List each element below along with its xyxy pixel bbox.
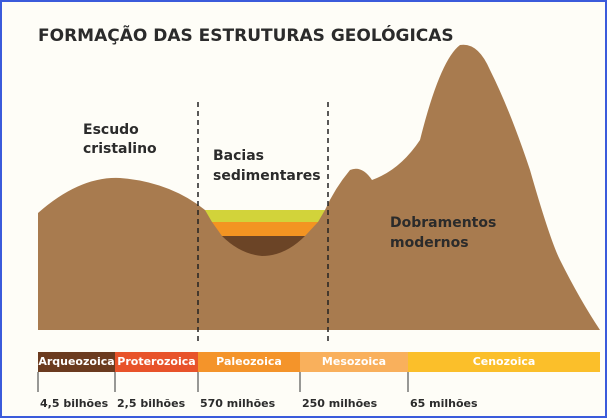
age-label: 570 milhões bbox=[200, 397, 276, 410]
layer-top bbox=[205, 210, 325, 222]
age-label: 4,5 bilhões bbox=[40, 397, 109, 410]
era-label: Arqueozoica bbox=[38, 355, 114, 368]
era-label: Paleozoica bbox=[216, 355, 282, 368]
region-label: cristalino bbox=[83, 141, 157, 157]
page: FORMAÇÃO DAS ESTRUTURAS GEOLÓGICAS Escud… bbox=[0, 0, 607, 418]
layer-mid bbox=[212, 222, 318, 236]
region-label: sedimentares bbox=[213, 168, 321, 184]
region-label: modernos bbox=[390, 235, 469, 251]
age-label: 2,5 bilhões bbox=[117, 397, 186, 410]
era-label: Cenozoica bbox=[473, 355, 536, 368]
age-label: 65 milhões bbox=[410, 397, 478, 410]
title: FORMAÇÃO DAS ESTRUTURAS GEOLÓGICAS bbox=[38, 23, 454, 46]
region-label: Dobramentos bbox=[390, 215, 496, 231]
era-label: Proterozoica bbox=[117, 355, 195, 368]
age-label: 250 milhões bbox=[302, 397, 378, 410]
region-label: Escudo bbox=[83, 122, 139, 138]
region-label: Bacias bbox=[213, 148, 264, 164]
era-label: Mesozoica bbox=[322, 355, 386, 368]
diagram: FORMAÇÃO DAS ESTRUTURAS GEOLÓGICAS Escud… bbox=[0, 0, 607, 418]
